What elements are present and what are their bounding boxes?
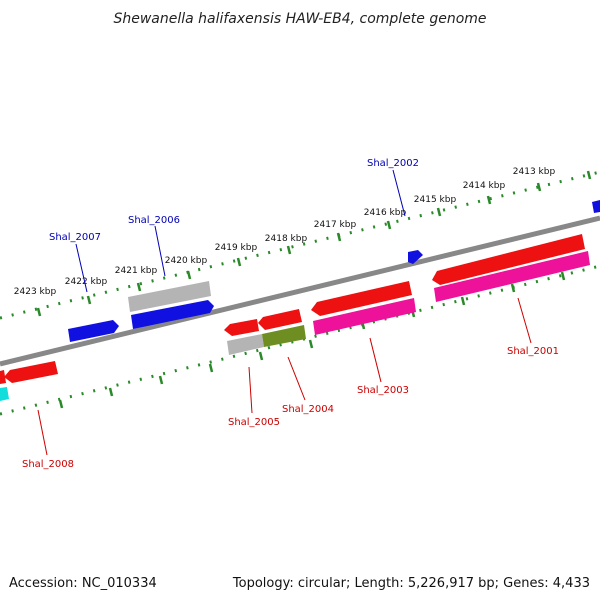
connector-shal-2004 bbox=[287, 356, 306, 401]
gene-shal-2001[interactable] bbox=[432, 234, 585, 285]
label-shal-2005[interactable]: Shal_2005 bbox=[228, 417, 280, 428]
connector-shal-2002 bbox=[392, 169, 406, 217]
gene-shal-2002[interactable] bbox=[408, 250, 423, 264]
major-tick-2423 bbox=[86, 295, 92, 305]
major-tick-2415 bbox=[486, 195, 492, 205]
genome-backbone bbox=[0, 215, 600, 367]
major-tick-2417 bbox=[386, 220, 392, 230]
major-tick-2424 bbox=[36, 307, 42, 317]
scale-label-2417: 2417 kbp bbox=[314, 220, 357, 230]
inner-major-tick-j bbox=[108, 387, 114, 397]
accession-text: Accession: NC_010334 bbox=[9, 576, 157, 591]
major-tick-2420 bbox=[236, 257, 242, 267]
gene-edge-left-red[interactable] bbox=[0, 370, 6, 384]
connector-shal-2006 bbox=[154, 225, 166, 277]
gene-shal-2005[interactable] bbox=[227, 334, 264, 355]
scale-label-2414: 2414 kbp bbox=[463, 181, 506, 191]
scale-label-2420: 2420 kbp bbox=[165, 256, 208, 266]
gene-shal-2007[interactable] bbox=[68, 320, 119, 342]
major-tick-2422 bbox=[136, 282, 142, 292]
scale-label-2419: 2419 kbp bbox=[215, 243, 258, 253]
gene-shal-2004[interactable] bbox=[262, 325, 306, 347]
forward-genes bbox=[68, 200, 600, 342]
inner-major-tick-k bbox=[58, 399, 64, 409]
inner-major-tick-b bbox=[510, 283, 516, 293]
gene-gray-forward[interactable] bbox=[128, 281, 211, 312]
scale-label-2418: 2418 kbp bbox=[265, 234, 308, 244]
inner-major-tick-h bbox=[208, 363, 214, 373]
major-tick-2413 bbox=[586, 170, 592, 180]
inner-major-tick-i bbox=[158, 375, 164, 385]
reverse-genes bbox=[0, 234, 590, 401]
map-title: Shewanella halifaxensis HAW-EB4, complet… bbox=[113, 11, 486, 27]
connector-shal-2008 bbox=[37, 409, 48, 456]
connector-shal-2007 bbox=[75, 243, 88, 293]
gene-shal-2003-red[interactable] bbox=[311, 281, 412, 316]
label-shal-2003[interactable]: Shal_2003 bbox=[357, 385, 409, 396]
major-tick-2416 bbox=[436, 207, 442, 217]
inner-major-tick-f bbox=[308, 339, 314, 349]
label-shal-2008[interactable]: Shal_2008 bbox=[22, 459, 74, 470]
inner-major-tick-c bbox=[460, 296, 466, 306]
inner-major-tick-g bbox=[258, 351, 264, 361]
major-tick-2419 bbox=[286, 245, 292, 255]
gene-edge-right[interactable] bbox=[592, 200, 600, 213]
genome-summary-text: Topology: circular; Length: 5,226,917 bp… bbox=[232, 576, 590, 591]
connector-shal-2005 bbox=[248, 366, 253, 414]
outer-tick-track bbox=[0, 170, 600, 320]
label-connectors bbox=[37, 169, 532, 456]
gene-shal-2006[interactable] bbox=[131, 300, 214, 329]
major-tick-2418 bbox=[336, 232, 342, 242]
label-shal-2004[interactable]: Shal_2004 bbox=[282, 404, 334, 415]
label-shal-2001[interactable]: Shal_2001 bbox=[507, 346, 559, 357]
outer-tick-dots bbox=[0, 170, 600, 320]
inner-major-tick-a bbox=[560, 271, 566, 281]
label-shal-2006[interactable]: Shal_2006 bbox=[128, 215, 180, 226]
label-shal-2007[interactable]: Shal_2007 bbox=[49, 232, 101, 243]
scale-label-2421: 2421 kbp bbox=[115, 266, 158, 276]
gene-shal-2004-red[interactable] bbox=[258, 309, 302, 330]
gene-shal-2008-red[interactable] bbox=[4, 361, 58, 383]
major-tick-2421 bbox=[186, 270, 192, 280]
gene-shal-2001-magenta[interactable] bbox=[434, 251, 590, 302]
scale-labels: 2413 kbp 2414 kbp 2415 kbp 2416 kbp 2417… bbox=[14, 167, 556, 297]
connector-shal-2003 bbox=[369, 337, 382, 383]
gene-labels: Shal_2002 Shal_2006 Shal_2007 Shal_2001 … bbox=[22, 158, 559, 470]
gene-shal-2003[interactable] bbox=[313, 298, 416, 335]
connector-shal-2001 bbox=[517, 297, 532, 344]
label-shal-2002[interactable]: Shal_2002 bbox=[367, 158, 419, 169]
scale-label-2415: 2415 kbp bbox=[414, 195, 457, 205]
scale-label-2416: 2416 kbp bbox=[364, 208, 407, 218]
scale-label-2423: 2423 kbp bbox=[14, 287, 57, 297]
gene-shal-2005-red[interactable] bbox=[224, 319, 259, 336]
scale-label-2422: 2422 kbp bbox=[65, 277, 108, 287]
gene-edge-left-cyan[interactable] bbox=[0, 387, 9, 401]
major-tick-2414 bbox=[536, 182, 542, 192]
scale-label-2413: 2413 kbp bbox=[513, 167, 556, 177]
